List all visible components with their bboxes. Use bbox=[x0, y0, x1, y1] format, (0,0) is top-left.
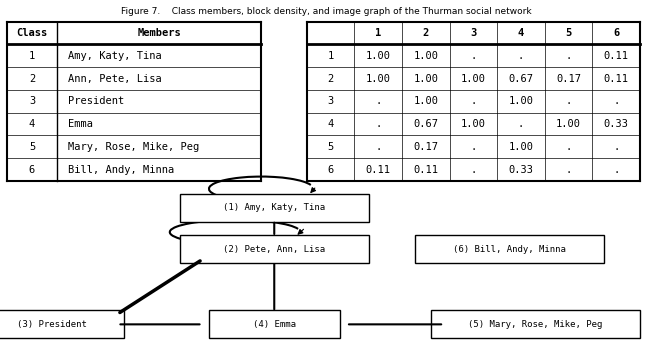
Text: 0.11: 0.11 bbox=[603, 73, 629, 84]
Text: .: . bbox=[565, 51, 571, 61]
Text: .: . bbox=[470, 96, 477, 106]
Text: 1: 1 bbox=[328, 51, 334, 61]
Text: 5: 5 bbox=[29, 142, 35, 152]
Text: .: . bbox=[613, 165, 619, 174]
Text: 3: 3 bbox=[470, 28, 477, 38]
Text: Bill, Andy, Minna: Bill, Andy, Minna bbox=[68, 165, 174, 174]
Text: 3: 3 bbox=[328, 96, 334, 106]
Text: 2: 2 bbox=[328, 73, 334, 84]
Text: Ann, Pete, Lisa: Ann, Pete, Lisa bbox=[68, 73, 161, 84]
Text: (1) Amy, Katy, Tina: (1) Amy, Katy, Tina bbox=[223, 203, 325, 212]
Text: Figure 7.    Class members, block density, and image graph of the Thurman social: Figure 7. Class members, block density, … bbox=[121, 7, 532, 16]
Text: Mary, Rose, Mike, Peg: Mary, Rose, Mike, Peg bbox=[68, 142, 199, 152]
Text: 2: 2 bbox=[422, 28, 429, 38]
Text: .: . bbox=[470, 51, 477, 61]
Text: 1.00: 1.00 bbox=[461, 119, 486, 129]
Text: .: . bbox=[375, 142, 381, 152]
Text: 0.67: 0.67 bbox=[509, 73, 534, 84]
Text: (2) Pete, Ann, Lisa: (2) Pete, Ann, Lisa bbox=[223, 245, 325, 253]
Text: President: President bbox=[68, 96, 124, 106]
FancyBboxPatch shape bbox=[431, 310, 640, 338]
Text: 6: 6 bbox=[613, 28, 619, 38]
Text: (5) Mary, Rose, Mike, Peg: (5) Mary, Rose, Mike, Peg bbox=[468, 320, 603, 329]
Text: .: . bbox=[613, 96, 619, 106]
Text: 3: 3 bbox=[29, 96, 35, 106]
Text: 1: 1 bbox=[375, 28, 381, 38]
Text: 6: 6 bbox=[328, 165, 334, 174]
FancyBboxPatch shape bbox=[415, 235, 604, 263]
Text: 0.11: 0.11 bbox=[603, 51, 629, 61]
Text: .: . bbox=[518, 51, 524, 61]
Text: 5: 5 bbox=[328, 142, 334, 152]
FancyBboxPatch shape bbox=[180, 194, 369, 222]
Text: 0.17: 0.17 bbox=[413, 142, 438, 152]
Text: 4: 4 bbox=[29, 119, 35, 129]
Text: 1.00: 1.00 bbox=[413, 51, 438, 61]
Text: 1.00: 1.00 bbox=[366, 51, 390, 61]
Text: 1.00: 1.00 bbox=[509, 96, 534, 106]
Text: .: . bbox=[375, 96, 381, 106]
Text: Emma: Emma bbox=[68, 119, 93, 129]
Text: (4) Emma: (4) Emma bbox=[253, 320, 296, 329]
Text: 5: 5 bbox=[565, 28, 571, 38]
Text: .: . bbox=[518, 119, 524, 129]
Text: 1.00: 1.00 bbox=[413, 96, 438, 106]
Text: 0.67: 0.67 bbox=[413, 119, 438, 129]
Text: 2: 2 bbox=[29, 73, 35, 84]
Text: 0.33: 0.33 bbox=[509, 165, 534, 174]
Text: 4: 4 bbox=[518, 28, 524, 38]
Text: 1.00: 1.00 bbox=[366, 73, 390, 84]
Text: .: . bbox=[613, 142, 619, 152]
Text: (3) President: (3) President bbox=[17, 320, 88, 329]
Text: 1.00: 1.00 bbox=[413, 73, 438, 84]
Text: 1: 1 bbox=[29, 51, 35, 61]
FancyBboxPatch shape bbox=[0, 310, 124, 338]
Text: .: . bbox=[375, 119, 381, 129]
Text: Members: Members bbox=[138, 28, 181, 38]
Text: .: . bbox=[565, 142, 571, 152]
Text: 1.00: 1.00 bbox=[461, 73, 486, 84]
Text: Amy, Katy, Tina: Amy, Katy, Tina bbox=[68, 51, 161, 61]
Text: 1.00: 1.00 bbox=[509, 142, 534, 152]
Text: .: . bbox=[470, 142, 477, 152]
Text: 0.33: 0.33 bbox=[603, 119, 629, 129]
Text: (6) Bill, Andy, Minna: (6) Bill, Andy, Minna bbox=[453, 245, 565, 253]
Text: 6: 6 bbox=[29, 165, 35, 174]
Text: .: . bbox=[565, 165, 571, 174]
FancyBboxPatch shape bbox=[209, 310, 340, 338]
Text: 0.11: 0.11 bbox=[366, 165, 390, 174]
Text: 0.11: 0.11 bbox=[413, 165, 438, 174]
Text: 1.00: 1.00 bbox=[556, 119, 581, 129]
FancyBboxPatch shape bbox=[180, 235, 369, 263]
Text: Class: Class bbox=[16, 28, 48, 38]
Text: 4: 4 bbox=[328, 119, 334, 129]
Text: .: . bbox=[565, 96, 571, 106]
Text: 0.17: 0.17 bbox=[556, 73, 581, 84]
Text: .: . bbox=[470, 165, 477, 174]
